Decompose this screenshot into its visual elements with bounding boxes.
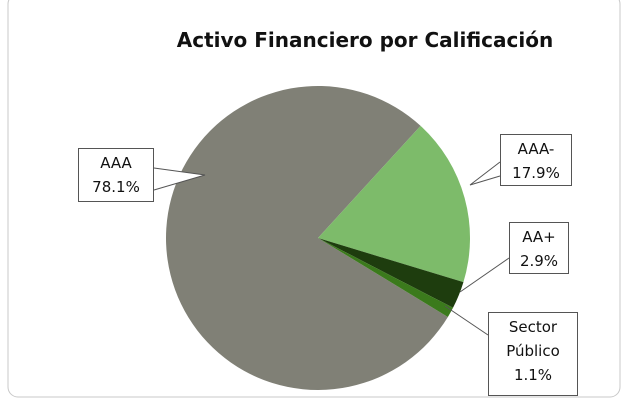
label-value: 17.9%	[512, 164, 560, 182]
data-label: AA+ 2.9%	[509, 222, 569, 274]
leaders	[153, 161, 510, 336]
pie-slice	[318, 238, 454, 317]
data-label: AAA- 17.9%	[500, 134, 572, 186]
label-name: AAA	[100, 154, 132, 172]
data-label: AAA 78.1%	[78, 148, 154, 202]
label-value: 2.9%	[519, 252, 559, 270]
pie-slice	[318, 125, 470, 283]
leader	[444, 305, 489, 336]
data-label: Sector Público 1.1%	[488, 312, 578, 396]
label-value: 78.1%	[92, 178, 140, 196]
label-name: AAA-	[517, 140, 555, 158]
leader	[153, 167, 206, 191]
leader	[469, 161, 501, 186]
pie-slice	[318, 238, 464, 308]
label-name: AA+	[522, 228, 556, 246]
label-value: 1.1%	[513, 366, 553, 384]
leader	[459, 257, 510, 293]
pie-slice	[166, 85, 448, 390]
label-name: Sector Público	[506, 318, 560, 360]
chart-title: Activo Financiero por Calificación	[176, 28, 554, 52]
